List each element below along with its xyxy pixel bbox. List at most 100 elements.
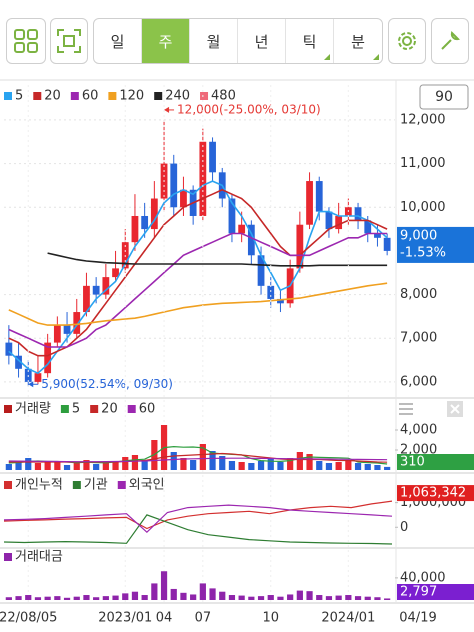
period-tab[interactable]: 주: [142, 19, 190, 63]
bar: [238, 462, 245, 470]
legend-label: 거래대금: [15, 550, 63, 565]
panel-close[interactable]: [447, 401, 463, 417]
x-tick-label: 10: [262, 611, 279, 626]
zoom-box[interactable]: [419, 84, 469, 110]
annotation-arrowhead: [28, 381, 34, 388]
candle-body: [277, 298, 284, 304]
legend-swatch: [4, 405, 12, 413]
bar: [345, 461, 352, 470]
candle-body: [315, 181, 323, 212]
bar: [44, 462, 51, 470]
bar: [102, 596, 109, 600]
period-tab[interactable]: 일: [94, 19, 142, 63]
period-tab[interactable]: 틱: [286, 19, 334, 63]
moving-average-line: [8, 232, 388, 348]
bar: [34, 597, 42, 600]
zoom-label: 90: [435, 89, 453, 105]
candle-body: [364, 220, 372, 234]
bar: [287, 594, 294, 600]
current-value: 2,797: [400, 585, 437, 600]
candle-body: [325, 211, 333, 230]
bar: [83, 595, 90, 600]
layout-button[interactable]: [6, 18, 46, 64]
bar: [34, 463, 42, 470]
bar: [141, 595, 148, 600]
current-value-box: [397, 485, 474, 502]
y-tick-label: 12,000: [400, 112, 446, 127]
candle-body: [383, 237, 391, 251]
focus-button[interactable]: [50, 18, 88, 64]
bar: [248, 596, 255, 600]
moving-average-line: [47, 252, 388, 267]
last-date: 04/19: [399, 611, 436, 626]
current-value: 1,063,342: [400, 486, 466, 501]
candle-body: [131, 215, 139, 243]
bar: [112, 595, 119, 600]
current-value-box: [397, 584, 474, 600]
tools-button[interactable]: [431, 18, 469, 64]
legend-label: 120: [119, 89, 144, 104]
legend-label: 480: [211, 89, 236, 104]
legend-swatch: [70, 92, 79, 100]
legend-swatch: [108, 92, 117, 100]
legend-label: 5: [72, 402, 80, 417]
bar: [306, 591, 313, 600]
bar: [93, 464, 100, 470]
bar: [374, 465, 381, 470]
bar: [238, 595, 245, 600]
bar: [277, 596, 284, 600]
bar: [277, 462, 284, 470]
y-tick-label: 6,000: [400, 374, 437, 389]
x-tick-label: 22/08/05: [0, 611, 57, 626]
current-price: 9,000: [400, 228, 437, 243]
candle-body: [141, 215, 149, 230]
bar: [112, 461, 119, 470]
x-tick-label: 07: [195, 611, 212, 626]
y-tick-label: 4,000: [400, 423, 437, 438]
legend-swatch: [154, 92, 163, 100]
legend-label: 거래량: [15, 402, 51, 417]
bar: [267, 459, 274, 470]
settings-button[interactable]: [388, 18, 426, 64]
bar: [287, 458, 294, 470]
annotation-label: 12,000(-25.00%, 03/10): [177, 102, 321, 116]
bar: [5, 597, 12, 600]
legend-swatch: [4, 92, 12, 100]
period-tab[interactable]: 분: [334, 19, 382, 63]
y-tick-label: 0: [400, 520, 408, 535]
candle-body: [180, 189, 187, 208]
investor-line: [3, 514, 393, 545]
bar: [199, 444, 206, 470]
bar: [257, 461, 265, 470]
bar: [141, 461, 148, 470]
bar: [170, 588, 177, 600]
candle-body: [63, 325, 71, 334]
bar: [63, 465, 71, 470]
bar: [73, 596, 80, 600]
bar: [335, 462, 342, 470]
current-value-box: [397, 454, 474, 470]
candle-body: [228, 198, 236, 234]
legend-swatch: [4, 481, 12, 489]
y-tick-label: 11,000: [400, 156, 446, 171]
bar: [296, 590, 303, 600]
bar: [5, 464, 12, 470]
candle-body: [257, 255, 265, 286]
period-tab[interactable]: 년: [238, 19, 286, 63]
bar: [384, 466, 391, 470]
candle-body: [5, 342, 13, 356]
bar: [354, 596, 362, 600]
bar: [209, 451, 216, 470]
panel-menu[interactable]: [399, 403, 413, 415]
bar: [131, 591, 139, 600]
legend-swatch: [33, 92, 42, 100]
candle-body: [247, 224, 255, 256]
bar: [190, 460, 197, 470]
bar: [364, 464, 371, 470]
bar: [170, 452, 177, 470]
y-tick-label: 7,000: [400, 331, 437, 346]
period-tab[interactable]: 월: [190, 19, 238, 63]
candle-body: [296, 224, 304, 269]
candle-body: [374, 233, 381, 238]
candle-body: [73, 312, 81, 334]
